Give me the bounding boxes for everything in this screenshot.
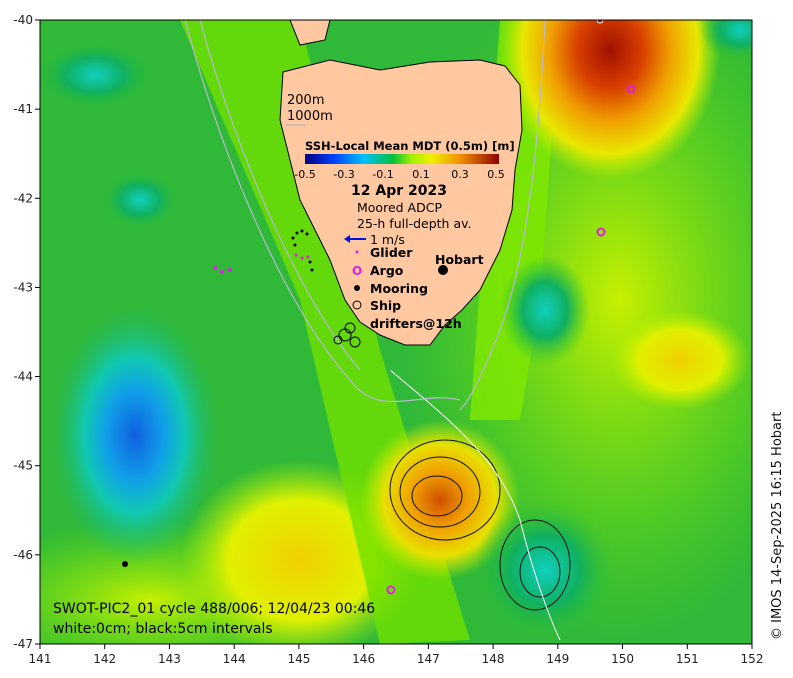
ship-legend-icon	[352, 300, 362, 310]
lon-tick-label: 149	[546, 652, 569, 666]
colorbar-tick: -0.1	[372, 168, 393, 181]
glider-track	[213, 253, 310, 274]
glider-legend-icon	[355, 250, 359, 254]
lon-tick-label: 141	[29, 652, 52, 666]
tasmania-land	[279, 59, 523, 346]
colorbar-tick: 0.5	[487, 168, 505, 181]
legend-mooring: Mooring	[370, 281, 428, 296]
lat-tick-label: -42	[13, 191, 33, 205]
lon-tick-label: 150	[611, 652, 634, 666]
lon-tick-label: 152	[741, 652, 764, 666]
contour-note: white:0cm; black:5cm intervals	[53, 621, 273, 637]
legend-glider: Glider	[370, 245, 413, 260]
ship-track	[291, 229, 314, 272]
lon-tick-label: 148	[482, 652, 505, 666]
lat-tick-label: -45	[13, 459, 33, 473]
legend-ship: Ship	[370, 298, 401, 313]
mooring-marker	[122, 561, 128, 567]
colorbar-title: SSH-Local Mean MDT (0.5m) [m]	[305, 139, 515, 153]
vector-scale-label: 1 m/s	[370, 232, 405, 247]
lon-tick-label: 147	[417, 652, 440, 666]
colorbar-tick: -0.5	[294, 168, 315, 181]
legend-drifters: drifters@12h	[370, 316, 462, 331]
city-hobart: Hobart	[435, 252, 484, 267]
lat-tick-label: -41	[13, 102, 33, 116]
lat-tick-label: -43	[13, 280, 33, 294]
lon-tick-label: 145	[287, 652, 310, 666]
lat-tick-label: -40	[13, 13, 33, 27]
colorbar-tick: 0.3	[451, 168, 469, 181]
depth-1000m-label: 1000m	[287, 109, 333, 124]
adcp-label: Moored ADCP	[357, 200, 442, 215]
drifters	[333, 322, 361, 348]
lon-tick-label: 142	[93, 652, 116, 666]
depth-200m-label: 200m	[287, 93, 324, 108]
argo-floats	[386, 84, 636, 595]
hobart-marker	[438, 265, 448, 275]
argo-legend-icon: O	[352, 264, 362, 278]
credit-label: © IMOS 14-Sep-2025 16:15 Hobart	[770, 411, 785, 640]
legend-argo: Argo	[370, 263, 404, 278]
colorbar-tick: 0.1	[412, 168, 430, 181]
lon-tick-label: 146	[352, 652, 375, 666]
adcp-sub-label: 25-h full-depth av.	[357, 216, 472, 231]
swath-title: SWOT-PIC2_01 cycle 488/006; 12/04/23 00:…	[53, 601, 375, 617]
lat-tick-label: -47	[13, 637, 33, 651]
colorbar-tick: -0.3	[333, 168, 354, 181]
date-label: 12 Apr 2023	[351, 183, 447, 199]
lat-tick-label: -44	[13, 370, 33, 384]
lat-tick-label: -46	[13, 548, 33, 562]
mooring-legend-icon	[354, 285, 360, 291]
lon-tick-label: 143	[158, 652, 181, 666]
colorbar	[305, 154, 499, 164]
lon-tick-label: 151	[676, 652, 699, 666]
lon-tick-label: 144	[223, 652, 246, 666]
